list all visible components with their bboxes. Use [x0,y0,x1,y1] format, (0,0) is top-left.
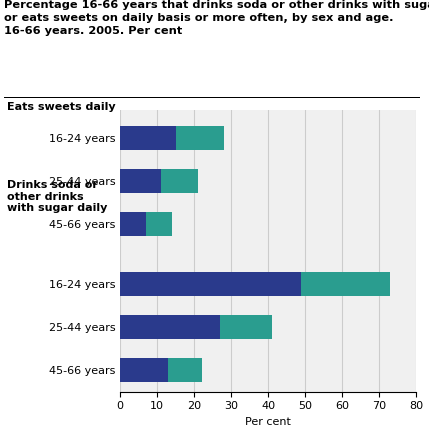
X-axis label: Per cent: Per cent [245,417,291,427]
Bar [120,272,302,296]
Bar [120,315,220,339]
Bar [220,315,272,339]
Text: Percentage 16-66 years that drinks soda or other drinks with sugar
or eats sweet: Percentage 16-66 years that drinks soda … [4,0,429,37]
Bar [175,126,224,150]
Bar [168,358,202,382]
Bar [120,126,175,150]
Text: Drinks soda or
other drinks
with sugar daily: Drinks soda or other drinks with sugar d… [6,180,107,213]
Bar [161,169,198,193]
Bar [120,212,146,236]
Bar [146,212,172,236]
Bar [120,169,161,193]
Text: Eats sweets daily: Eats sweets daily [6,102,115,112]
Bar [120,358,168,382]
Bar [302,272,390,296]
